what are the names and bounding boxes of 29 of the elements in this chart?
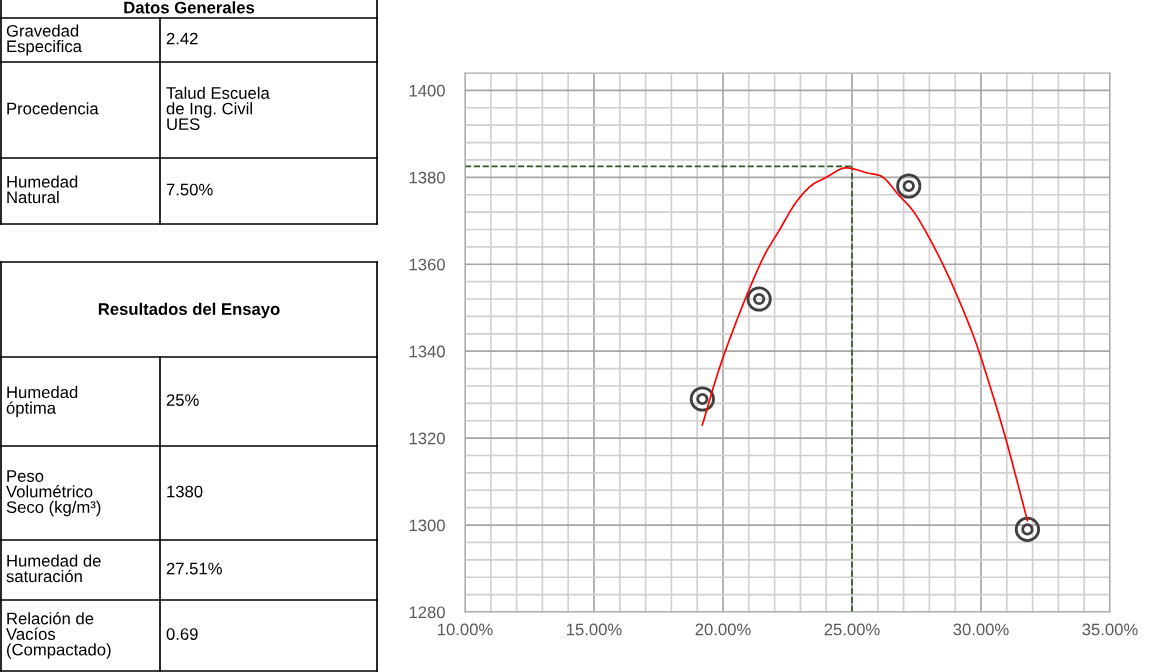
- text: 7.50%: [166, 183, 213, 196]
- y-tick-label: 1320: [409, 432, 445, 445]
- text: Resultados del Ensayo: [98, 302, 280, 319]
- text: Relación de Vacíos (Compactado): [6, 612, 111, 659]
- text: Gravedad Especifica: [6, 24, 82, 56]
- y-tick-label: 1400: [409, 84, 445, 97]
- text: 0.69: [166, 628, 198, 640]
- text: Humedad óptima: [6, 385, 78, 418]
- text: 27.51%: [166, 562, 222, 575]
- y-tick-label: 1360: [409, 258, 445, 271]
- y-tick-label: 1280: [409, 606, 445, 619]
- text: Procedencia: [7, 102, 99, 115]
- text: Datos Generales: [124, 1, 255, 14]
- text: Talud Escuela de Ing. Civil UES: [166, 86, 270, 131]
- y-tick-label: 1300: [409, 519, 445, 532]
- x-tick-label: 10.00%: [438, 623, 493, 636]
- text: 1380: [167, 485, 203, 498]
- text: Humedad de saturación: [6, 554, 101, 583]
- x-tick-label: 30.00%: [953, 623, 1009, 636]
- x-tick-label: 25.00%: [824, 623, 880, 636]
- y-tick-label: 1380: [409, 171, 445, 184]
- x-tick-label: 20.00%: [695, 623, 751, 636]
- x-tick-label: 15.00%: [567, 623, 622, 636]
- text: 2.42: [166, 32, 198, 45]
- y-tick-label: 1340: [409, 345, 445, 358]
- x-tick-label: 35.00%: [1082, 623, 1138, 636]
- text: Humedad Natural: [7, 175, 78, 204]
- text: Peso Volumétrico Seco (kg/m³): [6, 470, 101, 517]
- text: 25%: [166, 394, 199, 406]
